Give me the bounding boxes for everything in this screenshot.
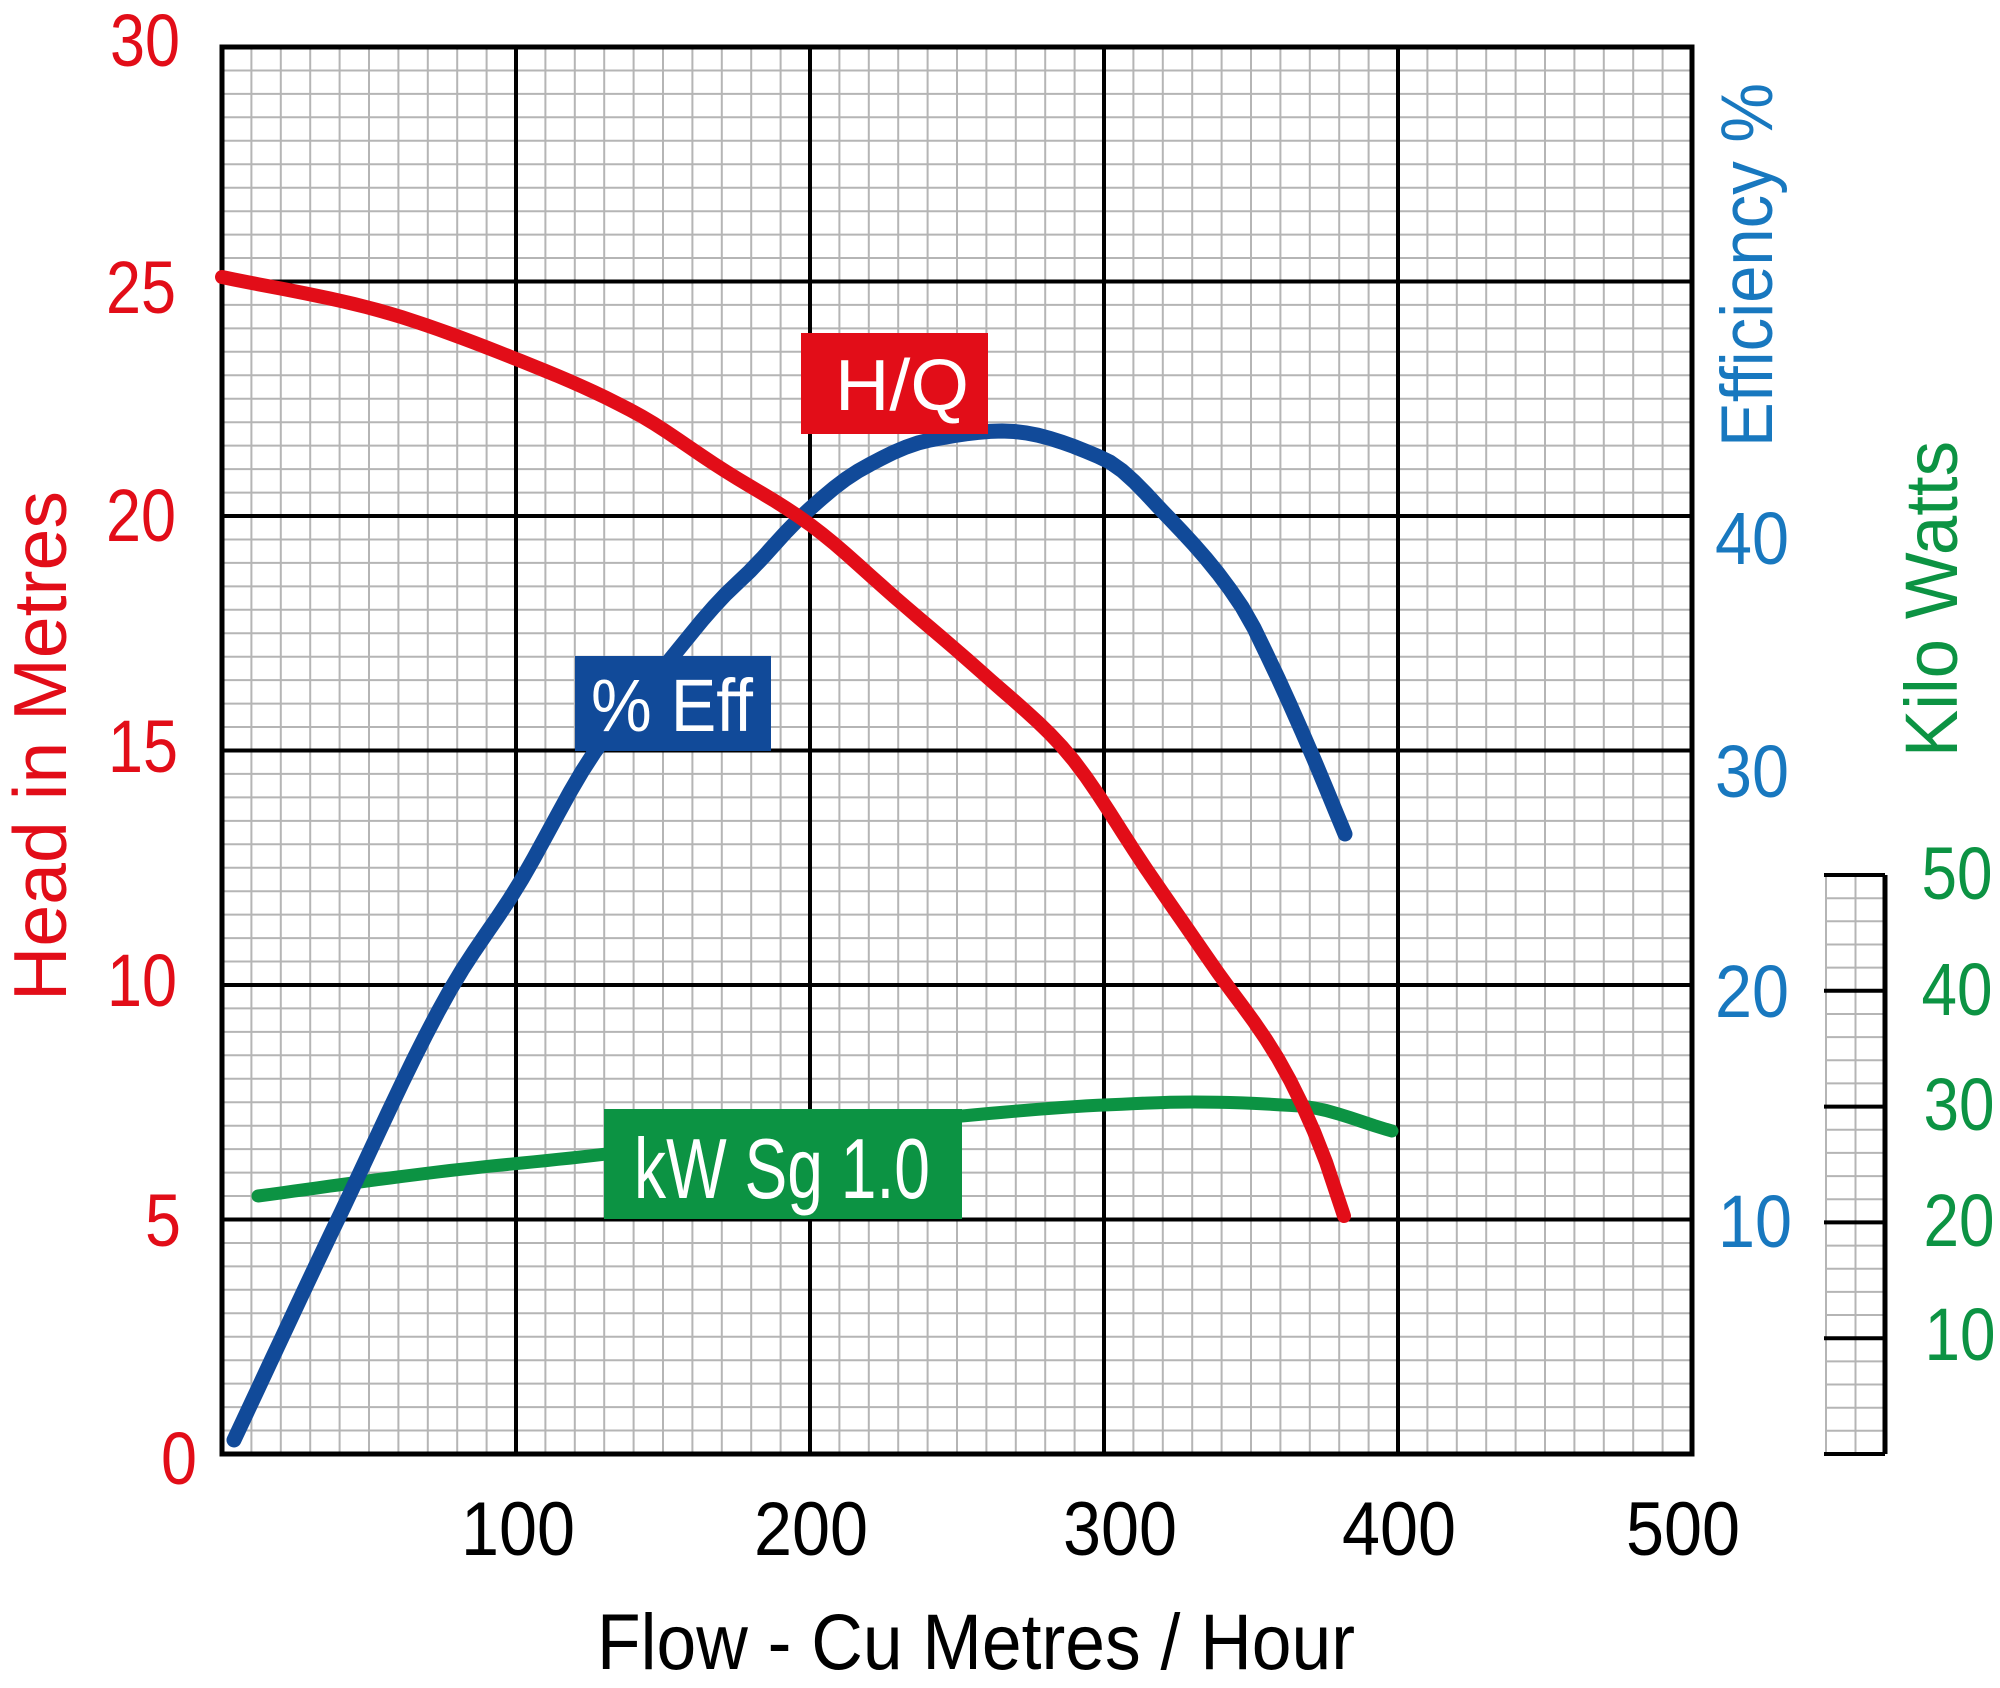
svg-text:200: 200 — [754, 1487, 868, 1572]
svg-text:20: 20 — [1924, 1179, 1995, 1262]
svg-text:300: 300 — [1063, 1487, 1177, 1572]
svg-text:400: 400 — [1342, 1487, 1456, 1572]
svg-text:40: 40 — [1715, 497, 1789, 580]
svg-text:20: 20 — [106, 474, 176, 557]
svg-text:30: 30 — [1924, 1063, 1995, 1146]
svg-text:Efficiency %: Efficiency % — [1707, 83, 1788, 447]
svg-text:kW Sg 1.0: kW Sg 1.0 — [634, 1122, 930, 1217]
svg-text:30: 30 — [110, 0, 180, 82]
svg-text:10: 10 — [107, 939, 177, 1022]
svg-text:Flow - Cu Metres / Hour: Flow - Cu Metres / Hour — [597, 1597, 1355, 1686]
svg-text:Kilo Watts: Kilo Watts — [1890, 441, 1973, 757]
svg-text:% Eff: % Eff — [591, 664, 753, 747]
svg-text:5: 5 — [145, 1179, 181, 1262]
svg-text:20: 20 — [1715, 950, 1789, 1033]
svg-text:H/Q: H/Q — [835, 346, 969, 426]
svg-text:Head in Metres: Head in Metres — [0, 491, 82, 1001]
svg-text:40: 40 — [1922, 948, 1993, 1031]
svg-text:50: 50 — [1922, 832, 1993, 915]
svg-text:10: 10 — [1925, 1293, 1996, 1376]
svg-text:25: 25 — [106, 246, 176, 329]
svg-text:0: 0 — [161, 1417, 197, 1500]
svg-text:10: 10 — [1718, 1180, 1792, 1263]
svg-text:30: 30 — [1715, 730, 1789, 813]
svg-text:500: 500 — [1626, 1487, 1740, 1572]
svg-text:100: 100 — [461, 1487, 575, 1572]
svg-text:15: 15 — [108, 705, 178, 788]
